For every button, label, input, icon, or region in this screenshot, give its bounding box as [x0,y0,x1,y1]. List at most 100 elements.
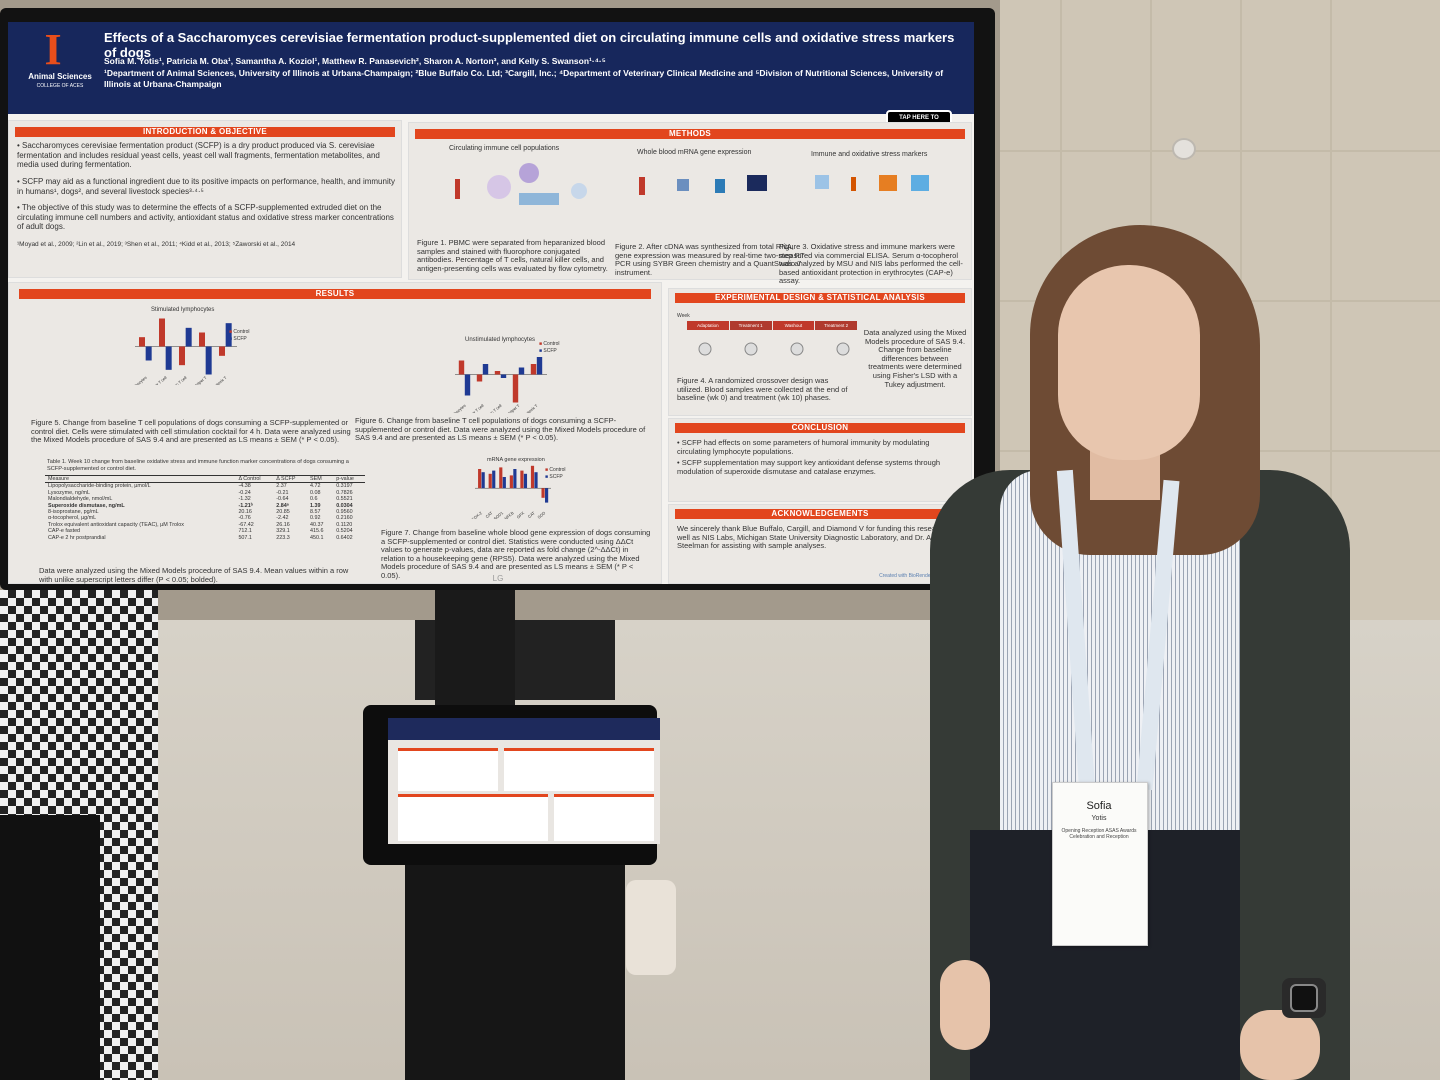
bar-scfp [205,346,212,375]
bar-control [512,374,519,403]
bar-control [520,470,524,489]
intro-references: ¹Moyad et al., 2009; ²Lin et al., 2019; … [17,241,296,248]
bar-control [159,318,165,347]
methods-col2-title: Whole blood mRNA gene expression [637,149,752,156]
badge-first-name: Sofia [1086,800,1112,812]
bar-control [199,332,205,347]
table-cell: 2.37 [276,483,287,490]
conclusion-point-2: • SCFP supplementation may support key a… [677,458,941,476]
acknowledgements-panel: ACKNOWLEDGEMENTS We sincerely thank Blue… [668,504,972,584]
bar-control [530,465,535,489]
bar-control [219,346,225,356]
design-timeline: Adaptation Treatment 1 Washout Treatment 2 [687,321,857,330]
table-row: Trolox equivalent antioxidant capacity (… [45,522,365,528]
bar-scfp [165,346,172,370]
timeline-phase: Treatment 1 [729,321,772,330]
figure-3-caption: Figure 3. Oxidative stress and immune ma… [779,242,963,286]
bar-scfp [185,327,192,347]
table-cell: 1.39 [310,502,321,509]
table-cell: 8-isoprostane, pg/mL [48,509,99,516]
conclusion-panel: CONCLUSION • SCFP had effects on some pa… [668,418,972,502]
table-cell: 4.72 [310,483,321,490]
bar-scfp [225,323,232,347]
tick-label: COX-2 [470,510,483,519]
tick-label: Helper T cell [464,403,484,413]
bar-scfp [481,472,485,489]
name-badge [1052,782,1148,946]
bar-scfp [536,357,543,375]
figure-7-caption: Figure 7. Change from baseline whole blo… [381,528,651,580]
table-cell: 2.84ᵃ [276,502,289,509]
table-row: CAP-e fasted 712.1 329.1 415.6 0.5204 [45,528,365,534]
chart1-legend-scfp: ■ SCFP [229,336,247,342]
logo-sub: COLLEGE OF ACES [36,83,84,89]
chart3-legend-control: ■ Control [545,467,566,473]
table-cell: 26.16 [276,521,290,528]
stand-base [405,850,625,1080]
table-header-3: SEM [307,474,334,484]
table-row: 8-isoprostane, pg/mL 20.16 20.85 8.57 0.9560 [45,509,365,515]
bar-scfp [523,473,528,489]
tablet-poster-header [388,718,660,740]
bar-control [509,475,513,489]
tick-label: NFKB [503,510,515,519]
table-cell: CAP-e fasted [48,528,81,535]
monitor-brand: LG [492,574,504,583]
bar-control [488,473,492,489]
table-cell: Superoxide dismutase, ng/mL [48,502,125,509]
bar-scfp [500,374,507,378]
table-cell: Lysozyme, ng/mL [48,489,91,496]
tick-label: SOD1 [493,510,505,519]
intro-heading: INTRODUCTION & OBJECTIVE [15,127,395,137]
timeline-phase: Treatment 2 [815,321,857,330]
badge-event: Opening Reception ASAS Awards Celebratio… [1061,828,1137,840]
bar-control [476,374,483,382]
table-cell: 0.7826 [336,489,353,496]
table-cell: 223.3 [276,534,290,541]
elisa-diagram [815,175,929,191]
bar-control [458,360,465,375]
monitor: I Animal Sciences COLLEGE OF ACES Effect… [0,8,995,590]
table-cell: -4.38 [238,483,251,490]
chart3-title: mRNA gene expression [487,457,545,463]
table-header-2: Δ SCFP [273,474,308,484]
badge-last-name: Yotis [1091,815,1107,822]
chart3-legend-scfp: ■ SCFP [545,474,563,480]
hanging-bag [626,880,676,975]
figure-2-caption: Figure 2. After cDNA was synthesized fro… [615,242,807,277]
table-cell: 0.6402 [336,534,353,541]
table-cell: -1.21ᵇ [238,502,253,509]
table-cell: 0.5204 [336,528,353,535]
figure-4-caption: Figure 4. A randomized crossover design … [677,376,848,403]
bar-scfp [145,346,152,361]
footer-credit: Created with BioRender Poster Builder [879,573,965,579]
watch-face [1290,984,1318,1012]
table-cell: Trolox equivalent antioxidant capacity (… [48,521,184,528]
face [1058,265,1200,460]
table-row: α-tocopherol, µg/mL -0.76 -2.42 0.92 0.2160 [45,515,365,521]
bar-scfp [513,469,517,489]
table-row: Malondialdehyde, nmol/mL -1.32 -0.64 0.6 0.5… [45,496,365,502]
bar-control [541,488,545,498]
table-cell: 0.9560 [336,509,353,516]
poster-authors: Sofia M. Yotis¹, Patricia M. Oba¹, Saman… [104,56,606,66]
table-cell: 507.1 [238,534,252,541]
table-cell: 0.5521 [336,496,353,503]
methods-col1-title: Circulating immune cell populations [449,145,560,152]
tick-label: Lymphocytes [449,403,467,413]
timeline-week-label: Week [677,313,690,319]
bar-scfp [482,364,489,375]
ack-heading: ACKNOWLEDGEMENTS [675,509,965,519]
table-cell: 0.92 [310,515,321,522]
methods-panel: METHODS Circulating immune cell populati… [408,122,972,285]
table-header-0: Measure [45,474,236,484]
table-cell: -0.76 [238,515,251,522]
table-cell: 0.3197 [336,483,353,490]
chart1-legend-control: ■ Control [229,329,250,335]
table-cell: CAP-e 2 hr postprandial [48,534,106,541]
poster-title: Effects of a Saccharomyces cerevisiae fe… [104,30,955,60]
university-logo: I Animal Sciences COLLEGE OF ACES [20,28,110,108]
intro-paragraph-1: • Saccharomyces cerevisiae fermentation … [17,141,380,169]
